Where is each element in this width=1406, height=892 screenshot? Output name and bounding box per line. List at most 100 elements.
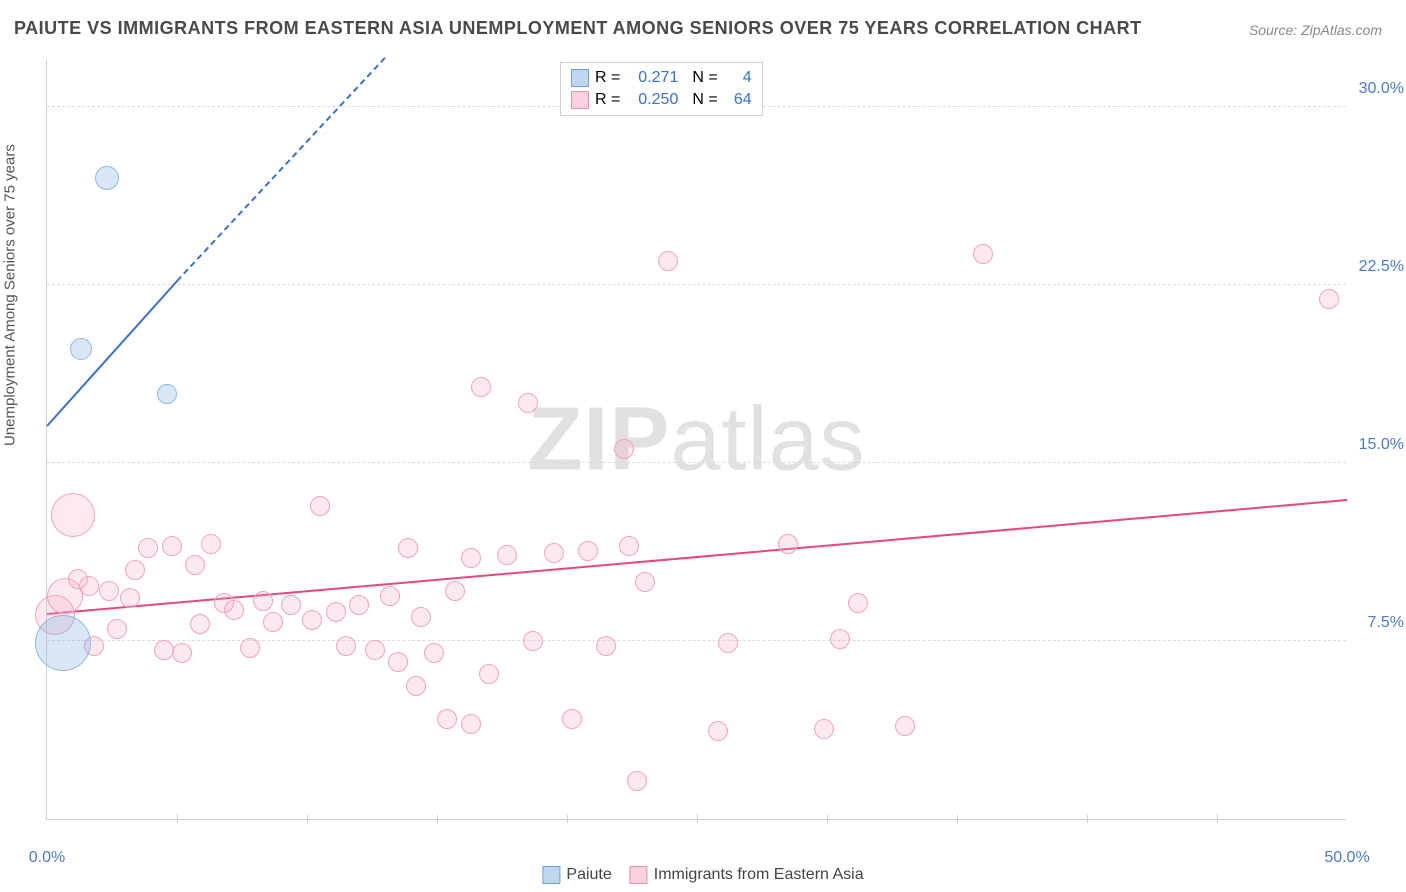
x-tick [697, 815, 698, 823]
data-point [523, 631, 543, 651]
legend-item: Immigrants from Eastern Asia [630, 866, 864, 884]
x-tick-label: 50.0% [1324, 849, 1369, 867]
legend-item: Paiute [542, 866, 611, 884]
data-point [190, 614, 210, 634]
x-tick [1087, 815, 1088, 823]
data-point [157, 384, 177, 404]
data-point [461, 548, 481, 568]
regression-line [176, 57, 385, 282]
data-point [138, 538, 158, 558]
data-point [814, 719, 834, 739]
y-tick-label: 7.5% [1368, 614, 1404, 632]
data-point [895, 716, 915, 736]
regression-line [46, 281, 177, 427]
data-point [162, 536, 182, 556]
legend-label: Immigrants from Eastern Asia [654, 866, 864, 884]
gridline [47, 284, 1346, 285]
data-point [424, 643, 444, 663]
data-point [281, 595, 301, 615]
legend-r-value: 0.271 [626, 67, 678, 89]
y-axis-label: Unemployment Among Seniors over 75 years [2, 144, 19, 446]
y-tick-label: 22.5% [1359, 258, 1404, 276]
data-point [778, 534, 798, 554]
data-point [437, 709, 457, 729]
data-point [398, 538, 418, 558]
data-point [154, 640, 174, 660]
data-point [627, 771, 647, 791]
data-point [544, 543, 564, 563]
gridline [47, 462, 1346, 463]
legend-n-value: 64 [724, 89, 752, 111]
data-point [411, 607, 431, 627]
data-point [497, 545, 517, 565]
x-tick-label: 0.0% [29, 849, 65, 867]
data-point [310, 496, 330, 516]
data-point [461, 714, 481, 734]
data-point [518, 393, 538, 413]
data-point [562, 709, 582, 729]
data-point [406, 676, 426, 696]
x-tick [307, 815, 308, 823]
data-point [336, 636, 356, 656]
data-point [380, 586, 400, 606]
data-point [471, 377, 491, 397]
data-point [70, 338, 92, 360]
data-point [99, 581, 119, 601]
data-point [125, 560, 145, 580]
legend-swatch [542, 866, 560, 884]
watermark: ZIPatlas [527, 388, 865, 491]
legend-n-label: N = [692, 89, 717, 111]
scatter-plot-area: ZIPatlas 7.5%15.0%22.5%30.0%0.0%50.0% [46, 60, 1346, 820]
data-point [185, 555, 205, 575]
legend-label: Paiute [566, 866, 611, 884]
x-tick [957, 815, 958, 823]
legend-row: R =0.271N =4 [571, 67, 752, 89]
data-point [830, 629, 850, 649]
data-point [263, 612, 283, 632]
data-point [596, 636, 616, 656]
data-point [479, 664, 499, 684]
data-point [1319, 289, 1339, 309]
legend-r-label: R = [595, 67, 620, 89]
x-tick [567, 815, 568, 823]
y-tick-label: 15.0% [1359, 436, 1404, 454]
data-point [240, 638, 260, 658]
data-point [51, 493, 95, 537]
chart-title: PAIUTE VS IMMIGRANTS FROM EASTERN ASIA U… [14, 18, 1142, 39]
source-attribution: Source: ZipAtlas.com [1249, 22, 1382, 38]
legend-row: R = 0.250 N = 64 [571, 89, 752, 111]
x-tick [437, 815, 438, 823]
data-point [614, 439, 634, 459]
data-point [107, 619, 127, 639]
data-point [445, 581, 465, 601]
data-point [349, 595, 369, 615]
x-tick [177, 815, 178, 823]
legend-n-value: 4 [724, 67, 752, 89]
data-point [973, 244, 993, 264]
y-tick-label: 30.0% [1359, 80, 1404, 98]
data-point [326, 602, 346, 622]
data-point [365, 640, 385, 660]
data-point [201, 534, 221, 554]
x-tick [827, 815, 828, 823]
regression-line [47, 499, 1347, 615]
data-point [302, 610, 322, 630]
data-point [635, 572, 655, 592]
data-point [658, 251, 678, 271]
x-tick [1217, 815, 1218, 823]
legend-swatch [571, 91, 589, 109]
data-point [79, 576, 99, 596]
data-point [95, 166, 119, 190]
data-point [224, 600, 244, 620]
data-point [718, 633, 738, 653]
data-point [253, 591, 273, 611]
data-point [35, 615, 91, 671]
legend-r-value: 0.250 [626, 89, 678, 111]
data-point [619, 536, 639, 556]
legend-swatch [571, 69, 589, 87]
data-point [578, 541, 598, 561]
data-point [388, 652, 408, 672]
data-point [708, 721, 728, 741]
legend-r-label: R = [595, 89, 620, 111]
data-point [848, 593, 868, 613]
